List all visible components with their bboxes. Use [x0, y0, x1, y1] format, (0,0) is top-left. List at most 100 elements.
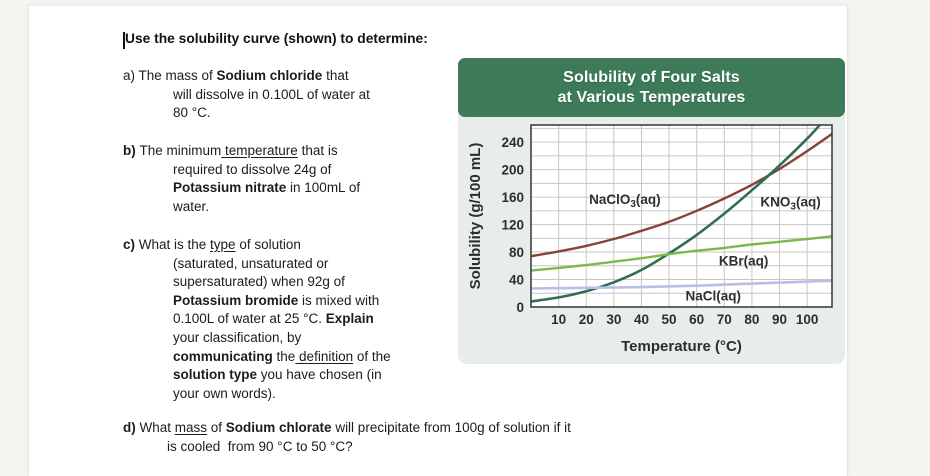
question-text-segment: of	[207, 420, 226, 435]
question-label: c)	[123, 237, 139, 252]
x-axis-title: Temperature (°C)	[621, 338, 742, 355]
question-line[interactable]: solution type you have chosen (in	[173, 366, 391, 385]
question-text-segment: your classification, by	[173, 329, 302, 345]
question-text-segment: (saturated, unsaturated or	[173, 255, 329, 271]
x-tick-label: 60	[689, 312, 704, 327]
question-text-segment: The mass of	[138, 68, 217, 83]
series-curves	[531, 125, 832, 303]
question-text-segment: mass	[174, 420, 208, 435]
series-label-NaClO3(aq): NaClO3(aq)	[589, 192, 661, 210]
question-line[interactable]: Potassium bromide is mixed with	[173, 292, 391, 311]
question-line[interactable]: will dissolve in 0.100L of water at	[173, 86, 370, 105]
series-curve-NaCl(aq)	[531, 279, 832, 290]
question-text-segment: Explain	[325, 311, 374, 327]
prompt-title[interactable]: Use the solubility curve (shown) to dete…	[125, 31, 428, 46]
question-line[interactable]: is cooled from 90 °C to 50 °C?	[167, 438, 571, 457]
question-text-segment: in 100mL of	[286, 180, 361, 196]
x-tick-label: 40	[634, 312, 649, 327]
chart-svg: 0 40 80 120 160 200 240 10 20 30 40 50 60 70 80 90 100 Te…	[467, 124, 833, 355]
question-text-segment: 80 °C.	[173, 105, 211, 121]
x-tick-label: 10	[551, 312, 566, 327]
question-text-segment: communicating	[173, 348, 273, 364]
question-text-segment: will precipitate from 100g of solution i…	[331, 420, 571, 435]
y-tick-label: 120	[501, 218, 524, 233]
question-text-segment: will dissolve in 0.100L of water at	[173, 86, 370, 102]
question-text-segment: that is	[297, 143, 338, 158]
question-text-segment: is mixed with	[298, 292, 380, 308]
question-text-segment: definition	[295, 348, 354, 364]
question-text-segment: type	[210, 237, 236, 252]
chart-title-line2: at Various Temperatures	[557, 88, 746, 106]
question-c[interactable]: c) What is the type of solution (saturate…	[123, 236, 391, 403]
question-line[interactable]: supersaturated) when 92g of	[173, 273, 391, 292]
x-tick-label: 70	[717, 312, 732, 327]
question-text-segment: of solution	[235, 237, 301, 252]
question-text-segment: of the	[353, 348, 391, 364]
question-text-segment: that	[322, 68, 349, 83]
x-tick-label: 50	[662, 312, 677, 327]
question-text-segment: The minimum	[139, 143, 222, 158]
y-axis-title: Solubility (g/100 mL)	[467, 143, 484, 290]
question-label: b)	[123, 143, 140, 158]
x-tick-label: 90	[772, 312, 787, 327]
series-curve-KBr(aq)	[531, 235, 832, 272]
x-tick-label: 100	[796, 312, 819, 327]
solubility-chart: 0 40 80 120 160 200 240 10 20 30 40 50 60 70 80 90 100 Te…	[458, 58, 845, 364]
question-line[interactable]: c) What is the type of solution	[123, 236, 391, 255]
y-tick-label: 40	[509, 273, 524, 288]
question-line[interactable]: your classification, by	[173, 329, 391, 348]
x-tick-label: 80	[744, 312, 759, 327]
question-line[interactable]: your own words).	[173, 385, 391, 404]
question-text-segment: your own words).	[173, 385, 276, 401]
question-text-segment: supersaturated) when 92g of	[173, 274, 345, 290]
question-text-segment: Sodium chlorate	[225, 420, 332, 435]
question-text-segment: you have chosen (in	[257, 367, 382, 383]
question-line[interactable]: communicating the definition of the	[173, 348, 391, 367]
y-tick-label: 240	[501, 135, 524, 150]
question-label: d)	[123, 420, 140, 435]
text-cursor	[123, 32, 125, 49]
question-line[interactable]: 80 °C.	[173, 104, 370, 123]
x-tick-label: 20	[579, 312, 594, 327]
question-text-segment: Sodium chloride	[216, 68, 323, 83]
question-label: a)	[123, 68, 139, 83]
series-curve-NaClO3(aq)	[531, 132, 832, 258]
question-text-segment: Potassium nitrate	[173, 180, 287, 196]
question-line[interactable]: b) The minimum temperature that is	[123, 142, 360, 161]
plot-border	[530, 124, 833, 308]
chart-title-line1: Solubility of Four Salts	[563, 69, 740, 86]
question-line[interactable]: a) The mass of Sodium chloride that	[123, 67, 370, 86]
y-tick-label: 0	[516, 300, 524, 315]
question-text-segment: temperature	[221, 143, 298, 158]
question-line[interactable]: Potassium nitrate in 100mL of	[173, 179, 360, 198]
question-a[interactable]: a) The mass of Sodium chloride that will …	[123, 67, 370, 123]
question-text-segment: is cooled from 90 °C to 50 °C?	[167, 438, 353, 454]
axis-ticks: 0 40 80 120 160 200 240 10 20 30 40 50 60 70 80 90 100	[501, 135, 818, 327]
question-text-segment: water.	[173, 198, 210, 214]
question-line[interactable]: (saturated, unsaturated or	[173, 255, 391, 274]
x-tick-label: 30	[606, 312, 621, 327]
question-text-segment: What	[139, 420, 175, 435]
y-tick-label: 160	[501, 190, 524, 205]
question-line[interactable]: 0.100L of water at 25 °C. Explain	[173, 310, 391, 329]
series-label-KBr(aq): KBr(aq)	[719, 254, 769, 269]
question-text-segment: 0.100L of water at 25 °C.	[173, 311, 326, 327]
chart-card[interactable]: Solubility of Four Salts at Various Temp…	[458, 58, 845, 364]
question-line[interactable]: required to dissolve 24g of	[173, 161, 360, 180]
series-label-KNO3(aq): KNO3(aq)	[760, 195, 820, 213]
chart-title-banner: Solubility of Four Salts at Various Temp…	[458, 58, 845, 117]
question-b[interactable]: b) The minimum temperature that is requir…	[123, 142, 360, 216]
series-label-NaCl(aq): NaCl(aq)	[685, 289, 741, 304]
question-text-segment: required to dissolve 24g of	[173, 161, 332, 177]
y-tick-label: 200	[501, 163, 524, 178]
question-text-segment: the	[272, 348, 296, 364]
document-page[interactable]: Use the solubility curve (shown) to dete…	[28, 5, 848, 476]
question-text-segment: Potassium bromide	[173, 292, 299, 308]
series-curve-KNO3(aq)	[531, 125, 822, 303]
y-tick-label: 80	[509, 245, 524, 260]
question-d[interactable]: d) What mass of Sodium chlorate will pre…	[123, 419, 571, 456]
question-line[interactable]: d) What mass of Sodium chlorate will pre…	[123, 419, 571, 438]
question-line[interactable]: water.	[173, 198, 360, 217]
question-text-segment: What is the	[138, 237, 211, 252]
question-text-segment: solution type	[173, 367, 257, 383]
